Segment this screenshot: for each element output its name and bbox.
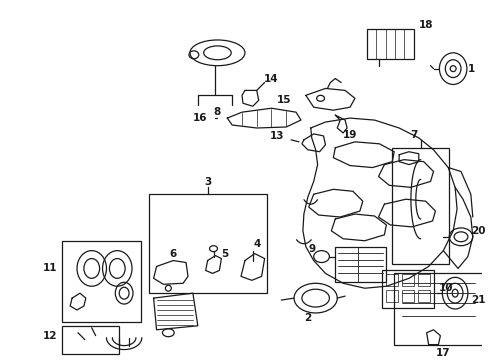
- Text: 7: 7: [409, 130, 417, 140]
- Text: 9: 9: [308, 244, 315, 254]
- Bar: [62, 241, 141, 322]
- Text: 13: 13: [269, 131, 284, 141]
- Bar: [148, 194, 266, 293]
- Text: 19: 19: [342, 130, 357, 140]
- Text: 2: 2: [304, 313, 311, 323]
- Text: 5: 5: [221, 249, 228, 258]
- Text: 14: 14: [264, 73, 278, 84]
- Text: 1: 1: [467, 64, 474, 74]
- Bar: [386, 290, 397, 302]
- Bar: [417, 290, 428, 302]
- Bar: [401, 290, 413, 302]
- Bar: [386, 274, 397, 286]
- Bar: [401, 274, 413, 286]
- Bar: [393, 273, 482, 345]
- Text: 8: 8: [213, 107, 221, 117]
- Text: 15: 15: [276, 95, 290, 105]
- Text: 12: 12: [43, 331, 57, 341]
- Text: 3: 3: [203, 177, 211, 188]
- Text: 20: 20: [470, 226, 485, 236]
- Bar: [417, 274, 428, 286]
- Text: 17: 17: [435, 347, 450, 357]
- Bar: [366, 29, 413, 59]
- Bar: [391, 148, 448, 265]
- Text: 16: 16: [193, 113, 207, 123]
- Bar: [62, 326, 119, 354]
- Text: 18: 18: [418, 20, 432, 30]
- Text: 21: 21: [470, 295, 485, 305]
- Bar: [382, 270, 433, 308]
- Text: 11: 11: [43, 264, 57, 274]
- Text: 6: 6: [169, 249, 177, 258]
- Text: 10: 10: [438, 283, 452, 293]
- Text: 4: 4: [252, 239, 260, 249]
- Bar: [335, 247, 386, 282]
